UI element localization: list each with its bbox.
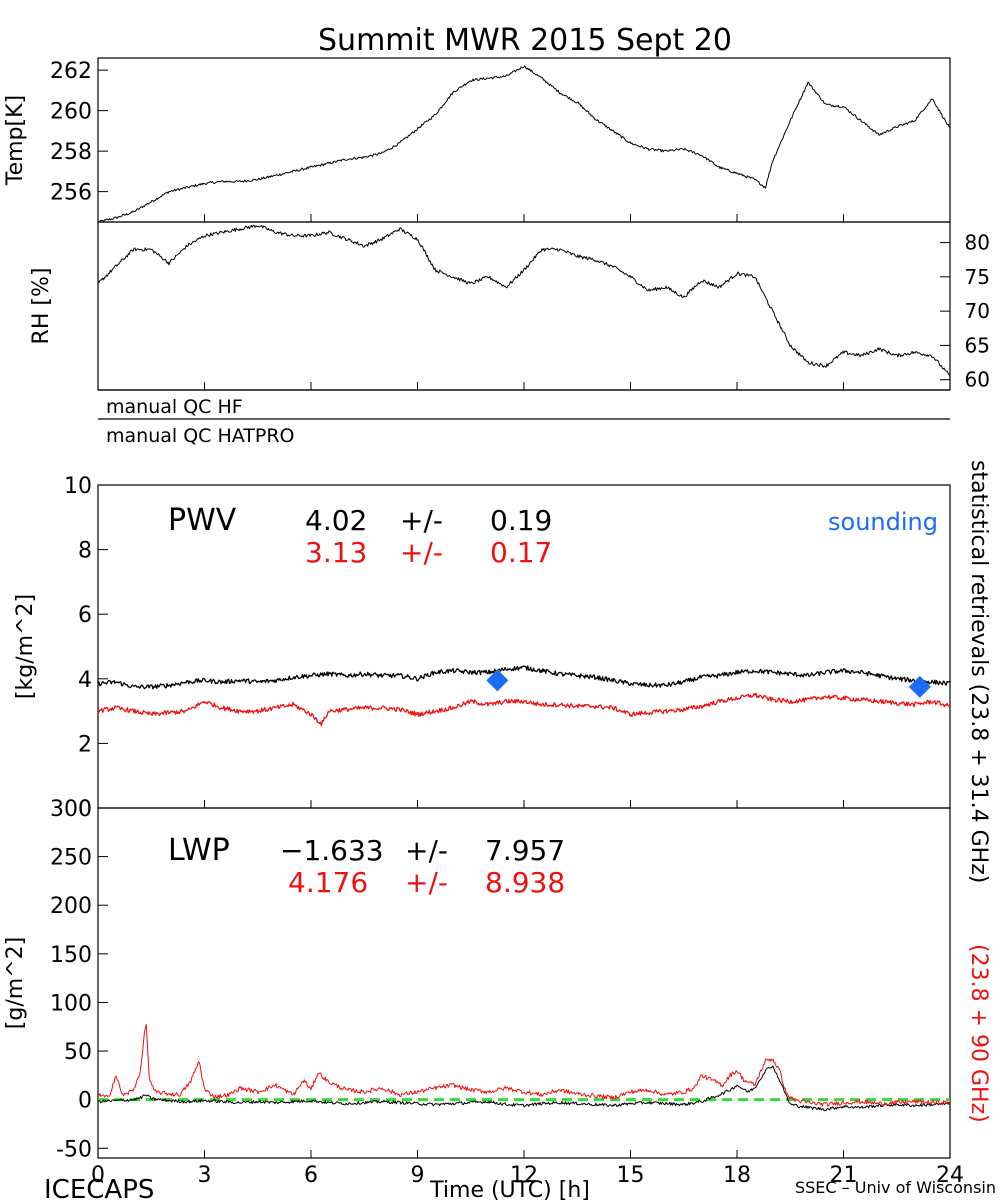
pwv-panel: 0 2 4 6 8 10 [kg/m^2] PWV 4.02 +/- 0.19 3.13 +/- 0.17… [13,474,951,822]
rh-ytick-label: 65 [965,333,990,357]
rh-ytick-label: 80 [965,231,990,255]
sounding-legend: sounding [828,508,938,536]
lwp-ytick-label: 50 [64,1040,92,1065]
lwp-stat-pm: +/- [405,834,448,867]
pwv-series-black [97,665,951,690]
footer-left: ICECAPS [44,1175,154,1200]
rh-ytick-label: 75 [965,265,990,289]
qc-section: manual QC HF manual QC HATPRO [98,389,950,447]
lwp-ytick-label: 0 [78,1089,92,1114]
footer-center: Time (UTC) [h] [429,1178,590,1200]
lwp-xtick-label: 0 [91,1163,105,1188]
pwv-ytick-label: 0 [78,797,92,822]
lwp-xtick-label: 15 [617,1163,645,1188]
pwv-ytick-label: 4 [78,668,92,693]
pwv-stat-mean: 3.13 [305,536,367,569]
qc-hf-label: manual QC HF [106,396,243,418]
lwp-series-red [97,1024,951,1107]
sounding-marker [486,669,509,692]
pwv-ylabel: [kg/m^2] [13,594,38,699]
lwp-label: LWP [168,833,230,868]
temp-ylabel: Temp[K] [3,95,28,186]
lwp-stat-mean: −1.633 [280,834,384,867]
lwp-xtick-label: 21 [830,1163,858,1188]
qc-hatpro-label: manual QC HATPRO [106,425,295,447]
lwp-ylabel: [g/m^2] [3,937,28,1029]
lwp-stat-mean: 4.176 [288,866,368,899]
pwv-ytick-label: 10 [64,474,92,499]
lwp-xtick-label: 12 [510,1163,538,1188]
lwp-stat-pm: +/- [405,866,448,899]
temp-ytick-label: 256 [50,181,92,206]
lwp-series-black [97,1065,951,1112]
lwp-ytick-label: 300 [50,797,92,822]
rh-ytick-label: 70 [965,299,990,323]
footer-right: SSEC – Univ of Wisconsin [795,1178,996,1197]
pwv-label: PWV [168,503,237,538]
side-label-black: statistical retrievals (23.8 + 31.4 GHz) [966,460,991,883]
lwp-xtick-label: 9 [411,1163,425,1188]
temp-ytick-label: 258 [50,140,92,165]
temp-panel: 256 258 260 262 Temp[K] [3,57,951,223]
lwp-stat-sd: 8.938 [485,866,565,899]
temp-series-black [97,65,951,223]
pwv-stat-sd: 0.17 [490,536,552,569]
lwp-ytick-label: 100 [50,991,92,1016]
pwv-series-red [97,692,951,727]
lwp-stat-sd: 7.957 [485,834,565,867]
rh-panel: 60 65 70 75 80 RH [%] [29,221,990,392]
pwv-stat-sd: 0.19 [490,504,552,537]
rh-ytick-label: 60 [965,368,990,392]
pwv-stat-mean: 4.02 [305,504,367,537]
pwv-stat-pm: +/- [400,536,443,569]
lwp-xtick-label: 18 [723,1163,751,1188]
rh-series-black [97,224,951,378]
pwv-ytick-label: 8 [78,539,92,564]
sounding-marker [908,675,931,698]
lwp-xtick-label: 6 [304,1163,318,1188]
pwv-ytick-label: 2 [78,732,92,757]
lwp-ytick-label: 200 [50,894,92,919]
lwp-xtick-label: 3 [198,1163,212,1188]
temp-ytick-label: 260 [50,100,92,125]
temp-ytick-label: 262 [50,59,92,84]
lwp-ytick-label: 250 [50,846,92,871]
lwp-ytick-label: 150 [50,943,92,968]
lwp-xtick-label: 24 [936,1163,964,1188]
pwv-ytick-label: 6 [78,603,92,628]
lwp-ytick-label: -50 [56,1137,92,1162]
temp-frame [97,57,951,223]
pwv-stat-pm: +/- [400,504,443,537]
rh-ylabel: RH [%] [29,268,54,345]
side-label-red: (23.8 + 90 GHz) [966,944,991,1123]
figure-title: Summit MWR 2015 Sept 20 [318,23,732,58]
